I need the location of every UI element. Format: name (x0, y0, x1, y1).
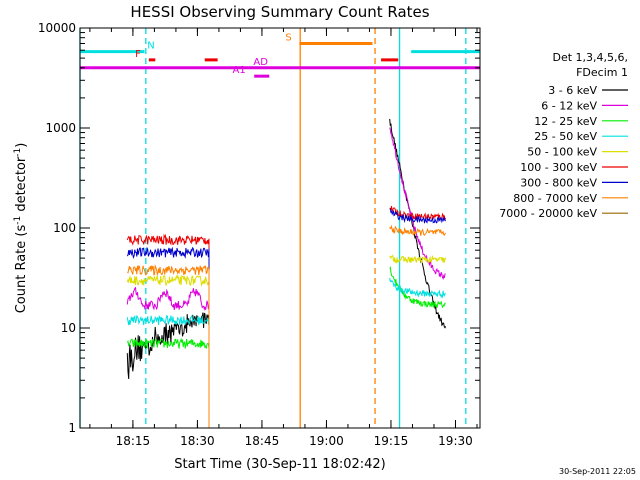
legend-label-4: 25 - 50 keV (534, 130, 597, 143)
y-tick-label-5: 10000 (38, 21, 76, 35)
flag-label-s: S (285, 32, 291, 43)
trace-100-300-kev-interval-2 (389, 205, 447, 222)
flag-label-n: N (147, 41, 154, 52)
x-tick-label-6: 19:30 (438, 434, 473, 448)
y-tick-label-4: 1000 (45, 121, 76, 135)
trace-12-25-kev-interval-1 (126, 337, 210, 428)
legend-label-3: 12 - 25 keV (534, 115, 597, 128)
trace-25-50-kev-interval-2 (389, 277, 446, 299)
y-tick-label-2: 10 (61, 321, 76, 335)
footer-date: 30-Sep-2011 22:05 (559, 467, 636, 476)
trace-6-12-kev-interval-2 (389, 127, 446, 280)
flag-label-f: F (135, 49, 141, 60)
chart-title: HESSI Observing Summary Count Rates (130, 3, 429, 21)
legend-label-8: 800 - 7000 keV (513, 192, 597, 205)
flag-label-a1: A1 (233, 65, 246, 76)
trace-25-50-kev-interval-1 (126, 314, 210, 428)
legend-label-5: 50 - 100 keV (527, 146, 597, 159)
legend-label-2: 6 - 12 keV (541, 99, 597, 112)
plot-area: NF S AD A1 (79, 28, 480, 428)
legend-label-7: 300 - 800 keV (520, 176, 597, 189)
flag-label-ad: AD (253, 57, 268, 68)
x-tick-label-3: 18:45 (245, 434, 280, 448)
legend-header-line-1: Det 1,3,4,5,6, (552, 51, 628, 64)
legend-label-1: 3 - 6 keV (548, 84, 597, 97)
x-tick-label-1: 18:15 (116, 434, 151, 448)
trace-800-7000-kev-interval-1 (127, 264, 210, 428)
y-tick-label-1: 1 (68, 421, 76, 435)
legend-label-9: 7000 - 20000 keV (499, 207, 597, 220)
trace-50-100-kev-interval-2 (389, 254, 447, 265)
y-axis: 1 10 100 1000 10000 (38, 21, 480, 435)
plot-frame (79, 27, 481, 429)
x-tick-label-2: 18:30 (180, 434, 215, 448)
x-axis: 18:15 18:30 18:45 19:00 19:15 19:30 (89, 28, 478, 448)
trace-3-6-kev-interval-2 (389, 118, 447, 329)
trace-800-7000-kev-interval-2 (389, 224, 446, 237)
x-tick-label-4: 19:00 (309, 434, 344, 448)
legend-label-6: 100 - 300 keV (520, 161, 597, 174)
x-axis-label: Start Time (30-Sep-11 18:02:42) (174, 457, 385, 472)
trace-50-100-kev-interval-1 (126, 274, 210, 428)
legend-header-line-2: FDecim 1 (576, 66, 628, 79)
y-axis-label: Count Rate (s-1 detector-1) (13, 143, 29, 314)
trace-6-12-kev-interval-1 (126, 286, 210, 428)
x-tick-label-5: 19:15 (374, 434, 409, 448)
y-tick-label-3: 100 (53, 221, 76, 235)
legend: Det 1,3,4,5,6, FDecim 1 3 - 6 keV 6 - 12 … (499, 51, 628, 220)
trace-300-800-kev-interval-2 (389, 208, 446, 224)
trace-300-800-kev-interval-1 (126, 246, 210, 428)
trace-100-300-kev-interval-1 (126, 233, 210, 428)
trace-3-6-kev-interval-1 (126, 312, 210, 428)
